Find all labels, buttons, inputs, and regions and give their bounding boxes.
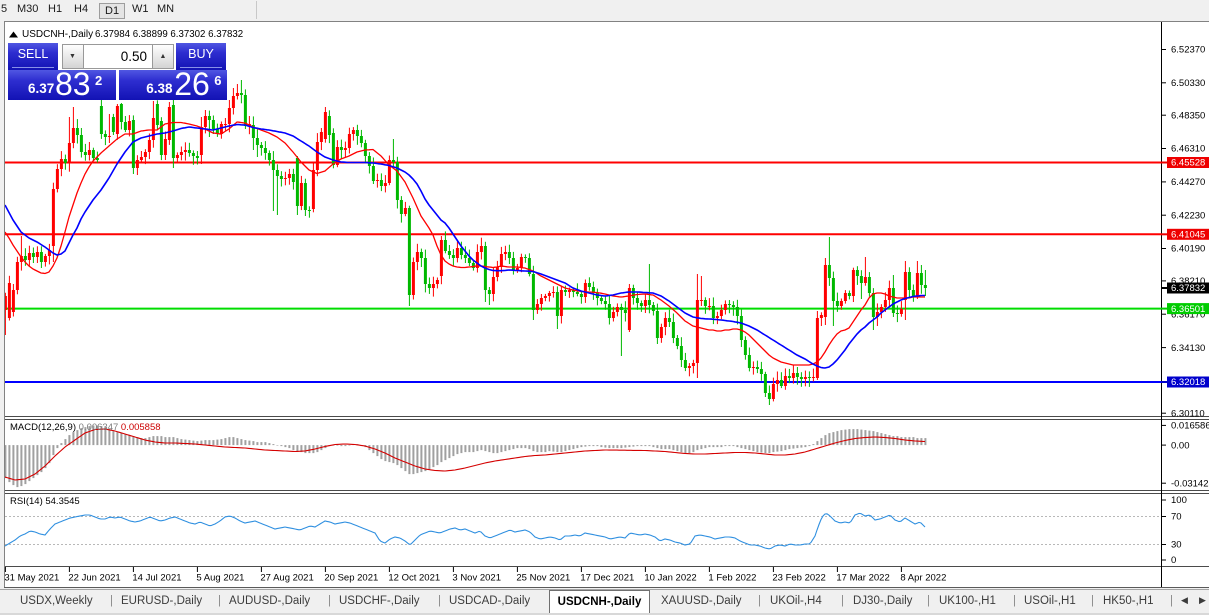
svg-text:6.37984 6.38899 6.37302 6.3783: 6.37984 6.38899 6.37302 6.37832 <box>95 29 243 40</box>
svg-text:10 Jan 2022: 10 Jan 2022 <box>644 573 696 584</box>
svg-text:6.46310: 6.46310 <box>1171 144 1205 155</box>
svg-text:USDCNH-,Daily: USDCNH-,Daily <box>22 29 93 40</box>
svg-text:20 Sep 2021: 20 Sep 2021 <box>324 573 378 584</box>
svg-text:1 Feb 2022: 1 Feb 2022 <box>708 573 756 584</box>
svg-text:5 Aug 2021: 5 Aug 2021 <box>196 573 244 584</box>
svg-text:70: 70 <box>1171 512 1182 523</box>
svg-text:-0.031423: -0.031423 <box>1171 478 1209 489</box>
svg-text:23 Feb 2022: 23 Feb 2022 <box>772 573 825 584</box>
svg-text:6.44270: 6.44270 <box>1171 177 1205 188</box>
svg-text:8 Apr 2022: 8 Apr 2022 <box>900 573 946 584</box>
svg-text:6.38210: 6.38210 <box>1171 276 1205 287</box>
svg-text:3 Nov 2021: 3 Nov 2021 <box>452 573 501 584</box>
svg-text:25 Nov 2021: 25 Nov 2021 <box>516 573 570 584</box>
svg-text:100: 100 <box>1171 495 1187 506</box>
svg-text:22 Jun 2021: 22 Jun 2021 <box>68 573 120 584</box>
svg-text:6.52370: 6.52370 <box>1171 45 1205 56</box>
svg-text:17 Mar 2022: 17 Mar 2022 <box>836 573 889 584</box>
svg-text:6.48350: 6.48350 <box>1171 110 1205 121</box>
svg-text:6.37832: 6.37832 <box>1171 283 1205 294</box>
svg-text:6.32018: 6.32018 <box>1171 377 1205 388</box>
svg-text:27 Aug 2021: 27 Aug 2021 <box>260 573 313 584</box>
svg-text:6.40190: 6.40190 <box>1171 244 1205 255</box>
svg-text:6.42230: 6.42230 <box>1171 210 1205 221</box>
svg-text:6.36501: 6.36501 <box>1171 304 1205 315</box>
svg-text:MACD(12,26,9) 0.006347 0.00585: MACD(12,26,9) 0.006347 0.005858 <box>10 422 161 433</box>
svg-text:30: 30 <box>1171 540 1182 551</box>
svg-text:6.36170: 6.36170 <box>1171 309 1205 320</box>
svg-text:17 Dec 2021: 17 Dec 2021 <box>580 573 634 584</box>
svg-text:12 Oct 2021: 12 Oct 2021 <box>388 573 440 584</box>
svg-text:RSI(14) 54.3545: RSI(14) 54.3545 <box>10 496 80 507</box>
svg-text:6.45528: 6.45528 <box>1171 158 1205 169</box>
svg-text:0.016586: 0.016586 <box>1171 421 1209 432</box>
svg-text:0.00: 0.00 <box>1171 440 1190 451</box>
svg-text:31 May 2021: 31 May 2021 <box>4 573 59 584</box>
svg-text:6.30110: 6.30110 <box>1171 408 1205 419</box>
svg-text:6.50330: 6.50330 <box>1171 78 1205 89</box>
svg-text:6.34130: 6.34130 <box>1171 343 1205 354</box>
svg-text:0: 0 <box>1171 555 1176 566</box>
svg-text:6.41045: 6.41045 <box>1171 230 1205 241</box>
svg-text:14 Jul 2021: 14 Jul 2021 <box>132 573 181 584</box>
